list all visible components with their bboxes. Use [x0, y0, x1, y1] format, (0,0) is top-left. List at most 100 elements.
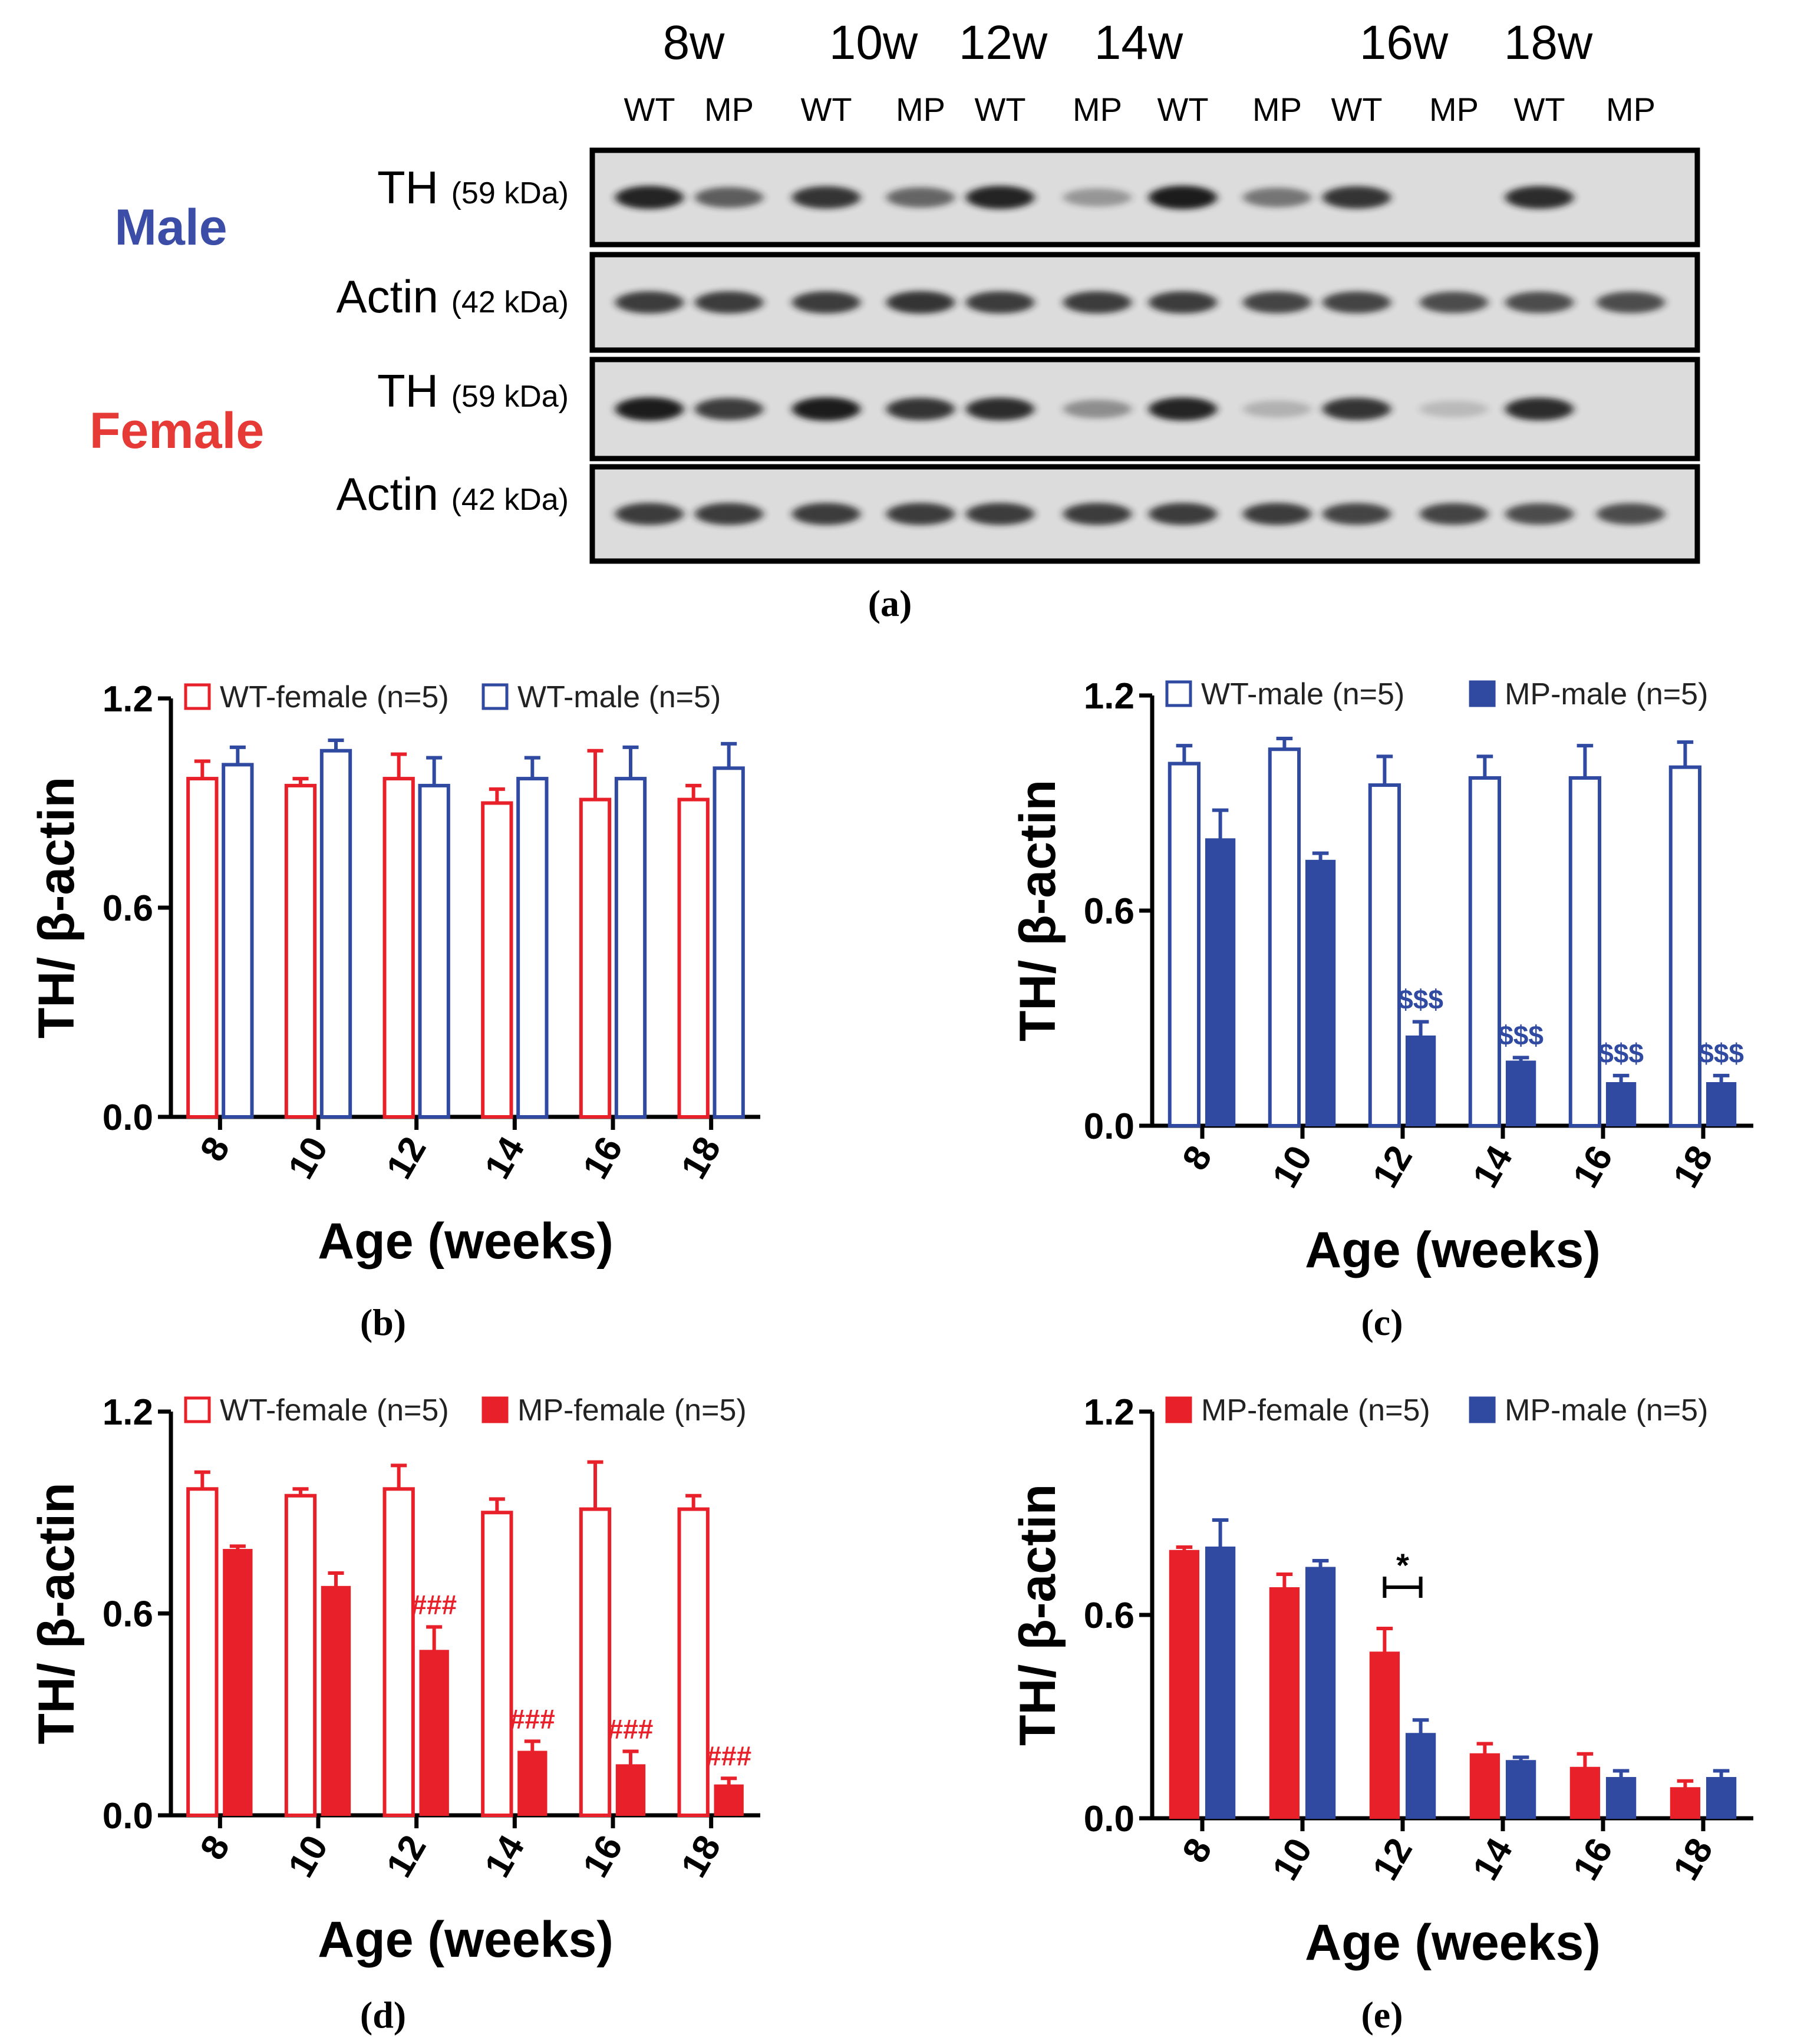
x-tick-label: 8 — [192, 1130, 238, 1168]
x-axis-label: Age (weeks) — [1305, 1914, 1601, 1971]
blot-band — [1243, 503, 1311, 525]
significance-label: ### — [411, 1589, 457, 1620]
bar-wt-male-18w — [1668, 765, 1702, 1128]
blot-strip-male-th — [589, 147, 1700, 248]
x-tick-label: 10 — [281, 1130, 336, 1186]
blot-band — [1063, 503, 1132, 525]
bar-mp-male-12w — [1405, 1733, 1436, 1819]
bar-wt-female-14w — [481, 801, 513, 1119]
x-tick-label: 14 — [1465, 1831, 1521, 1887]
bar-mp-female-12w — [1369, 1651, 1400, 1819]
blot-band — [1149, 397, 1217, 421]
lane-label: WT — [1513, 91, 1565, 128]
bar-mp-female-16w — [615, 1764, 646, 1816]
x-tick-label: 16 — [1565, 1832, 1621, 1887]
blot-band — [1420, 503, 1488, 525]
x-tick-label: 18 — [674, 1130, 729, 1186]
bar-wt-female-10w — [284, 783, 317, 1119]
bar-wt-female-8w — [186, 777, 219, 1119]
y-tick-label: 0.0 — [1084, 1799, 1134, 1839]
bar-mp-female-14w — [517, 1750, 548, 1816]
bar-mp-male-10w — [1305, 1567, 1336, 1819]
bar-mp-male-18w — [1706, 1082, 1737, 1126]
bar-wt-female-14w — [481, 1511, 513, 1817]
male-label: Male — [114, 199, 227, 256]
y-axis-label: TH/ β-actin — [1010, 780, 1066, 1041]
blot-band — [1505, 291, 1574, 314]
x-tick-label: 18 — [1666, 1832, 1721, 1887]
blot-band — [695, 398, 763, 420]
lane-label: WT — [1331, 91, 1382, 128]
x-tick-label: 12 — [379, 1829, 434, 1884]
blot-strip-female-actin — [589, 464, 1700, 564]
female-label: Female — [90, 403, 264, 459]
y-tick-label: 0.6 — [103, 1594, 153, 1635]
bar-wt-male-10w — [319, 749, 352, 1119]
protein-label: Actin (42 kDa) — [337, 468, 569, 520]
lane-label: MP — [1429, 91, 1479, 128]
blot-band — [1243, 187, 1311, 207]
blot-band — [1420, 400, 1488, 418]
bar-mp-male-12w — [1405, 1035, 1436, 1126]
bar-mp-male-18w — [1706, 1777, 1737, 1819]
blot-band — [1063, 188, 1132, 207]
x-tick-label: 12 — [379, 1130, 434, 1186]
bar-wt-male-16w — [1568, 776, 1602, 1128]
x-tick-label: 12 — [1365, 1139, 1420, 1195]
legend-swatch — [481, 1396, 509, 1423]
legend-label: WT-male (n=5) — [1201, 677, 1404, 711]
significance-label: ### — [706, 1740, 751, 1771]
lane-label: MP — [896, 91, 945, 128]
blot-band — [1149, 291, 1217, 314]
significance-label: ### — [608, 1714, 654, 1745]
legend-label: WT-male (n=5) — [517, 680, 721, 714]
blot-band — [1420, 291, 1488, 314]
x-axis-label: Age (weeks) — [1305, 1222, 1601, 1278]
blot-band — [695, 187, 763, 208]
y-tick-label: 0.0 — [1084, 1106, 1134, 1147]
bar-mp-female-14w — [1469, 1753, 1500, 1819]
blot-band — [886, 503, 955, 525]
bar-wt-female-12w — [382, 1487, 415, 1818]
y-tick-label: 0.6 — [1084, 891, 1134, 932]
legend-label: MP-female (n=5) — [517, 1393, 747, 1427]
chart-b: 0.0 0.6 1.2 TH/ β-actin 8 10 12 14 16 18 WT-female… — [28, 679, 760, 1343]
bar-wt-male-18w — [713, 766, 745, 1119]
bar-mp-female-16w — [1569, 1766, 1601, 1819]
legend-label: WT-female (n=5) — [220, 1393, 449, 1427]
panel-caption: (d) — [360, 1994, 406, 2036]
protein-label: Actin (42 kDa) — [337, 271, 569, 322]
bar-mp-male-16w — [1605, 1777, 1637, 1819]
bar-mp-female-12w — [419, 1650, 449, 1816]
chart-c: 0.0 0.6 1.2 TH/ β-actin 8 10 12 14 16 18 $$$ $$$ $$$… — [1010, 676, 1753, 1343]
y-tick-label: 0.0 — [103, 1097, 153, 1138]
bar-mp-male-8w — [1205, 838, 1236, 1127]
bar-wt-male-14w — [1468, 776, 1502, 1128]
bar-mp-male-8w — [1205, 1547, 1236, 1819]
bar-wt-male-14w — [516, 777, 549, 1119]
lane-label: WT — [974, 91, 1025, 128]
blot-band — [886, 397, 955, 421]
bar-wt-female-18w — [677, 1507, 710, 1818]
bar-mp-female-18w — [714, 1784, 744, 1816]
legend-swatch — [481, 683, 509, 710]
y-tick-label: 1.2 — [103, 1392, 153, 1433]
significance-label: $$$ — [1498, 1020, 1544, 1050]
bar-wt-female-12w — [382, 777, 415, 1119]
significance-label: $$$ — [1598, 1038, 1644, 1069]
blot-band — [1597, 291, 1665, 314]
lane-label: WT — [1157, 91, 1208, 128]
legend-label: MP-female (n=5) — [1201, 1393, 1430, 1427]
blot-band — [1149, 503, 1217, 525]
blot-band — [1597, 503, 1665, 525]
x-tick-label: 12 — [1365, 1832, 1420, 1887]
lane-label: MP — [1073, 91, 1122, 128]
bar-mp-female-10w — [1269, 1587, 1300, 1819]
bar-mp-female-8w — [1169, 1550, 1200, 1819]
blot-band — [966, 503, 1034, 525]
blot-band — [1243, 400, 1311, 418]
blot-band — [1323, 291, 1391, 314]
blot-strip-male-actin — [589, 252, 1700, 353]
bar-mp-male-14w — [1505, 1060, 1536, 1126]
